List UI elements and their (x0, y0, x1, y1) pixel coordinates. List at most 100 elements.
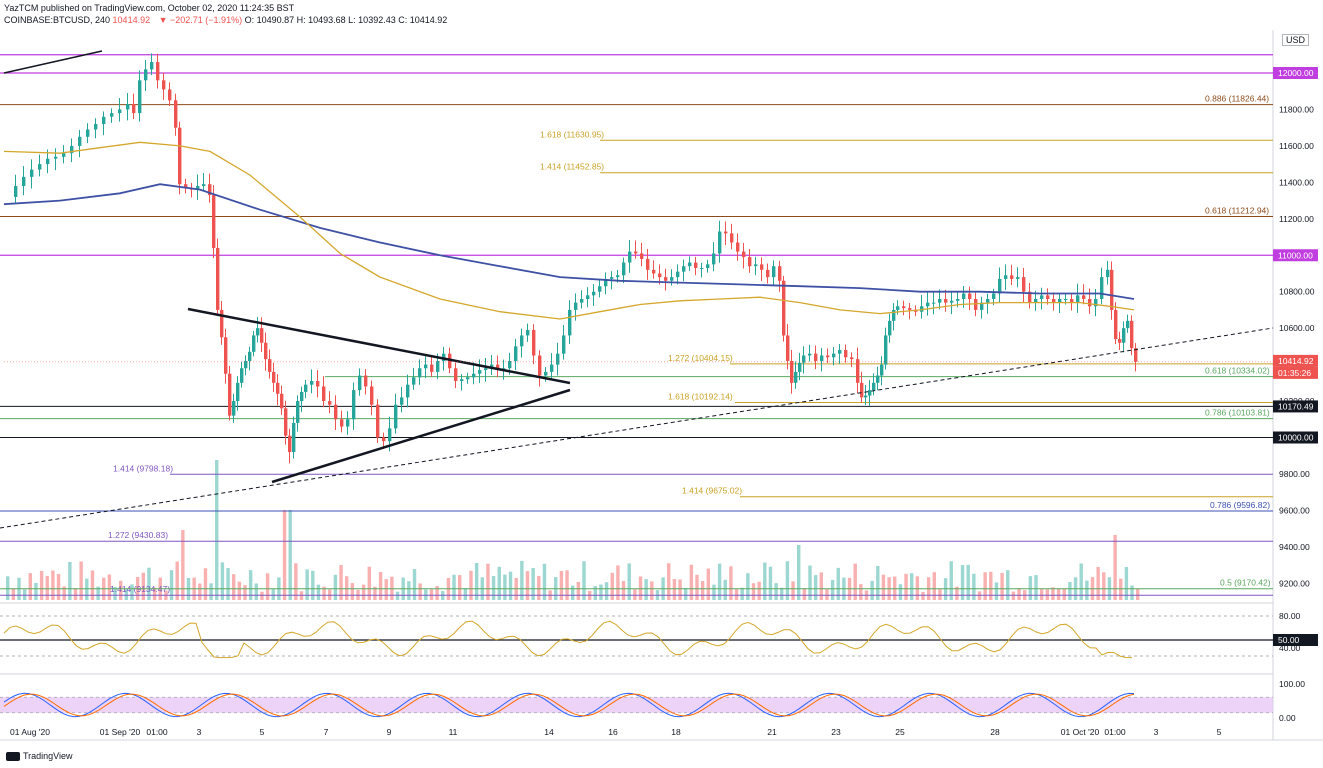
candle-body (754, 264, 758, 267)
volume-bar (757, 581, 761, 600)
volume-bar (966, 564, 970, 600)
candle-body (46, 158, 50, 165)
volume-bar (910, 573, 914, 600)
volume-bar (1096, 566, 1100, 600)
candle-body (730, 233, 734, 243)
volume-bar (734, 589, 739, 600)
volume-bar (248, 570, 253, 600)
candle-body (902, 306, 906, 309)
candle-body (184, 184, 188, 188)
time-tick-label: 9 (387, 727, 392, 737)
candle-body (400, 397, 404, 405)
volume-bar (361, 584, 366, 600)
time-tick-label: 01:00 (146, 727, 168, 737)
candle-body (1010, 275, 1014, 279)
volume-bar (870, 580, 874, 600)
candle-body (406, 384, 410, 398)
candle-body (520, 335, 524, 347)
candle-body (296, 401, 300, 423)
candle-body (974, 298, 978, 310)
volume-bar (525, 571, 530, 600)
candle-body (394, 404, 398, 429)
candle-body (256, 328, 260, 336)
candle-body (670, 277, 674, 281)
candle-body (260, 328, 264, 343)
candle-body (382, 437, 386, 442)
time-tick-label: 25 (895, 727, 905, 737)
price-tick-label: 11600.00 (1279, 141, 1314, 151)
level-price-tag (1273, 400, 1318, 413)
candle-body (1028, 291, 1032, 303)
moving-average-orange (3, 141, 1135, 320)
volume-bar (412, 569, 417, 600)
candle-body (820, 355, 824, 361)
volume-bar (830, 579, 835, 600)
candle-body (938, 298, 942, 303)
candle-body (538, 355, 542, 376)
candle-body (598, 286, 602, 292)
volume-bar (1102, 572, 1106, 600)
rsi-level-tag-text: 50.00 (1278, 635, 1300, 645)
candle-body (508, 360, 512, 369)
candle-body (826, 355, 830, 358)
volume-bar (780, 587, 784, 600)
volume-bar (124, 589, 129, 600)
volume-bar (345, 576, 349, 600)
candle-body (814, 353, 818, 361)
volume-bar (305, 569, 309, 600)
time-tick-label: 11 (449, 727, 458, 737)
candle-body (252, 335, 256, 352)
candle-body (38, 164, 42, 170)
volume-bar (876, 565, 880, 600)
candle-body (688, 262, 692, 267)
candle-body (1110, 269, 1114, 310)
volume-bar (265, 573, 270, 600)
candle-body (228, 373, 232, 416)
tradingview-logo: TradingView (6, 751, 73, 762)
candle-body (1126, 320, 1130, 329)
candle-body (884, 335, 888, 365)
tradingview-logo-text: TradingView (23, 751, 73, 761)
candle-body (574, 302, 578, 310)
time-tick-label: 5 (1217, 727, 1222, 737)
currency-tag[interactable]: USD (1282, 34, 1310, 46)
volume-bar (350, 583, 355, 600)
volume-bar (486, 563, 490, 600)
candle-body (850, 357, 854, 360)
price-change: ▼ −202.71 (−1.91%) (158, 15, 243, 25)
volume-bar (1056, 588, 1061, 600)
candle-body (208, 184, 212, 196)
time-tick-label: 16 (608, 727, 618, 737)
triangle-upper-trendline (187, 307, 571, 385)
volume-bar (271, 589, 275, 600)
candle-body (424, 364, 428, 369)
candle-body (352, 390, 356, 420)
volume-bar (328, 589, 332, 600)
candle-body (196, 185, 200, 190)
candle-body (1122, 328, 1126, 343)
candle-body (288, 435, 292, 453)
volume-bar (1028, 576, 1033, 600)
level-label: 0.5 (9170.42) (1220, 578, 1271, 588)
candle-body (892, 309, 896, 321)
candle-body (86, 129, 90, 137)
price-tick-label: 9800.00 (1279, 469, 1310, 479)
moving-average-blue (3, 183, 1135, 300)
volume-bar (215, 460, 219, 600)
candle-body (748, 257, 752, 267)
candle-body (280, 393, 284, 409)
volume-bar (813, 575, 818, 600)
candle-body (926, 302, 930, 307)
volume-bar (181, 530, 185, 600)
candle-body (304, 384, 308, 392)
candle-body (340, 419, 344, 427)
candle-body (264, 342, 268, 360)
rsi-level-tag (1273, 634, 1318, 646)
candle-body (436, 360, 440, 372)
candle-body (772, 266, 776, 278)
candle-body (950, 300, 954, 303)
volume-bar (85, 578, 89, 600)
candle-body (1070, 298, 1074, 303)
time-tick-label: 01:00 (1104, 727, 1126, 737)
